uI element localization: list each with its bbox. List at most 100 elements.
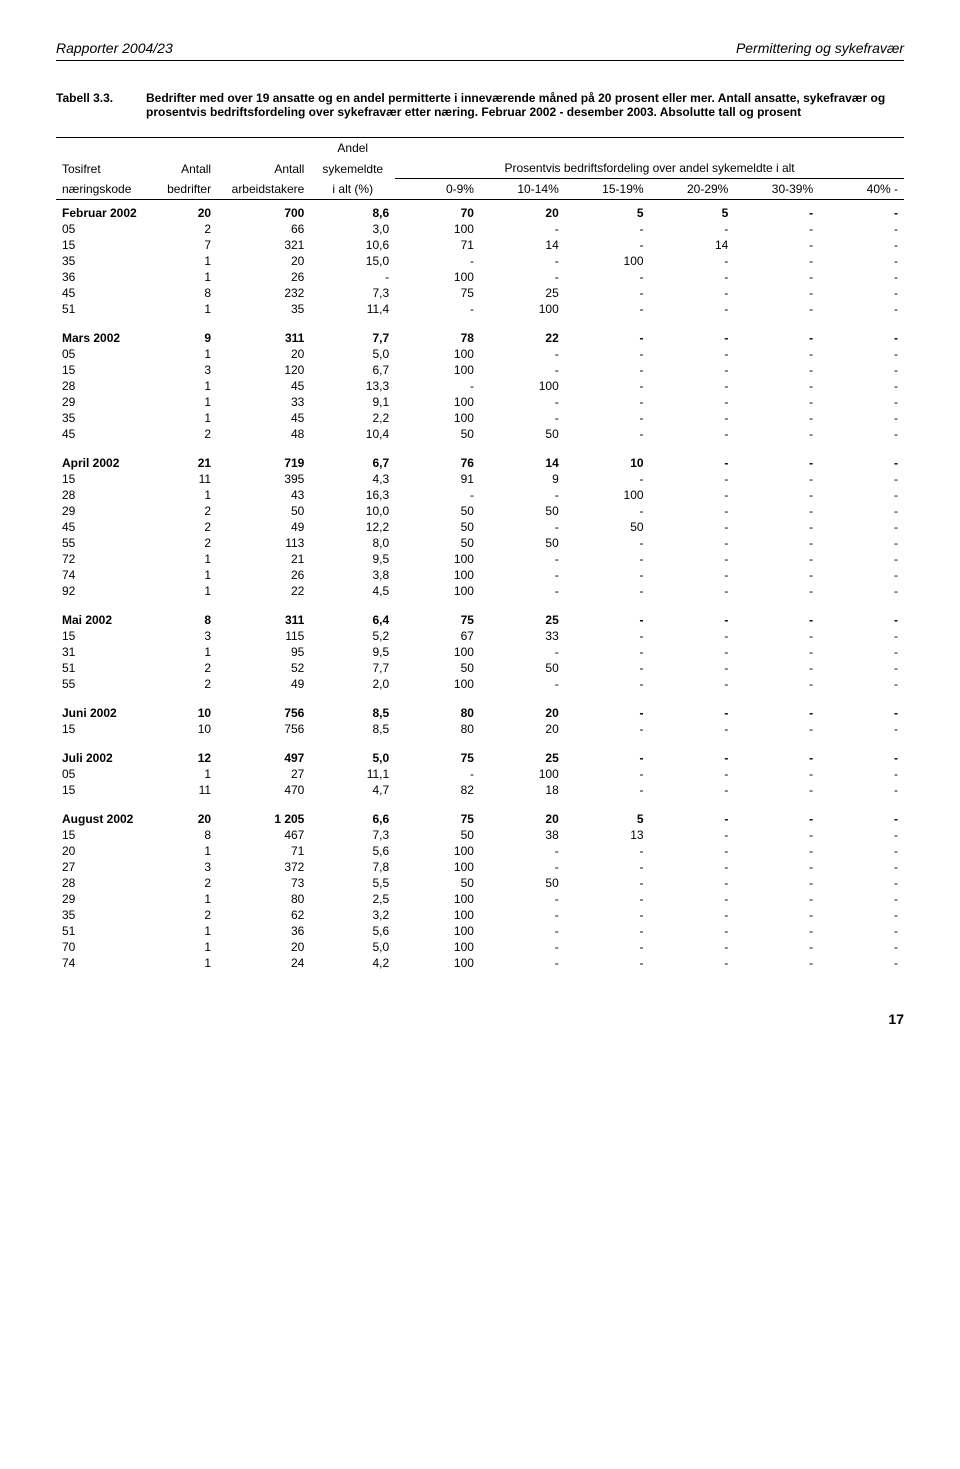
cell: -: [819, 692, 904, 721]
pct-col-0: 0-9%: [395, 179, 480, 200]
section-title: August 2002: [56, 798, 149, 827]
table-row: 15113954,3919----: [56, 471, 904, 487]
cell: 3,2: [310, 907, 395, 923]
cell: 6,7: [310, 442, 395, 471]
cell: 1: [149, 551, 217, 567]
table-row: 511365,6100-----: [56, 923, 904, 939]
cell: -: [565, 237, 650, 253]
cell: -: [565, 891, 650, 907]
cell: -: [734, 410, 819, 426]
table-row: 15732110,67114-14--: [56, 237, 904, 253]
cell: -: [480, 346, 565, 362]
cell: 67: [395, 628, 480, 644]
cell: -: [565, 875, 650, 891]
cell: -: [650, 628, 735, 644]
cell: -: [565, 567, 650, 583]
cell: -: [819, 955, 904, 971]
cell: -: [819, 939, 904, 955]
cell: 78: [395, 317, 480, 346]
cell: -: [819, 583, 904, 599]
col4-top: sykemeldte: [310, 158, 395, 179]
cell: -: [650, 766, 735, 782]
cell: 20: [149, 200, 217, 222]
cell: -: [734, 737, 819, 766]
cell: 3,8: [310, 567, 395, 583]
cell: 6,7: [310, 362, 395, 378]
cell: 100: [565, 487, 650, 503]
cell: 2,5: [310, 891, 395, 907]
cell: -: [565, 859, 650, 875]
cell: 55: [56, 676, 149, 692]
cell: -: [734, 721, 819, 737]
cell: 1: [149, 843, 217, 859]
cell: -: [565, 923, 650, 939]
section-title: Februar 2002: [56, 200, 149, 222]
cell: 14: [480, 442, 565, 471]
cell: -: [565, 644, 650, 660]
table-row: 15107568,58020----: [56, 721, 904, 737]
cell: -: [565, 907, 650, 923]
cell: -: [734, 253, 819, 269]
cell: -: [565, 426, 650, 442]
cell: -: [650, 843, 735, 859]
cell: 8: [149, 285, 217, 301]
cell: 1: [149, 923, 217, 939]
cell: 33: [217, 394, 310, 410]
cell: -: [819, 567, 904, 583]
cell: -: [650, 378, 735, 394]
cell: -: [480, 551, 565, 567]
cell: -: [565, 737, 650, 766]
cell: -: [565, 599, 650, 628]
section-head-row: Mai 200283116,47525----: [56, 599, 904, 628]
cell: -: [734, 939, 819, 955]
cell: 18: [480, 782, 565, 798]
table-row: 051205,0100-----: [56, 346, 904, 362]
cell: -: [395, 378, 480, 394]
cell: 25: [480, 599, 565, 628]
cell: 311: [217, 599, 310, 628]
section-head-row: Juli 2002124975,07525----: [56, 737, 904, 766]
cell: 100: [395, 859, 480, 875]
cell: -: [565, 955, 650, 971]
cell: -: [734, 827, 819, 843]
cell: -: [734, 923, 819, 939]
cell: 11: [149, 471, 217, 487]
cell: 92: [56, 583, 149, 599]
header-left: Rapporter 2004/23: [56, 40, 173, 56]
cell: 70: [56, 939, 149, 955]
cell: 9,1: [310, 394, 395, 410]
cell: -: [650, 221, 735, 237]
section-title: Juli 2002: [56, 737, 149, 766]
col2-bot: bedrifter: [149, 179, 217, 200]
cell: 74: [56, 567, 149, 583]
cell: 2: [149, 535, 217, 551]
cell: 55: [56, 535, 149, 551]
cell: 15: [56, 237, 149, 253]
cell: -: [650, 782, 735, 798]
cell: 20: [149, 798, 217, 827]
table-row: 721219,5100-----: [56, 551, 904, 567]
cell: -: [480, 269, 565, 285]
cell: -: [734, 442, 819, 471]
cell: 24: [217, 955, 310, 971]
cell: 71: [395, 237, 480, 253]
cell: 70: [395, 200, 480, 222]
cell: -: [819, 535, 904, 551]
cell: 80: [395, 692, 480, 721]
cell: 10,0: [310, 503, 395, 519]
cell: -: [565, 285, 650, 301]
cell: -: [734, 535, 819, 551]
cell: -: [395, 253, 480, 269]
cell: -: [480, 955, 565, 971]
cell: -: [819, 301, 904, 317]
cell: 31: [56, 644, 149, 660]
cell: 15: [56, 782, 149, 798]
cell: 50: [217, 503, 310, 519]
section-head-row: Juni 2002107568,58020----: [56, 692, 904, 721]
cell: 51: [56, 301, 149, 317]
cell: 05: [56, 766, 149, 782]
cell: -: [819, 923, 904, 939]
cell: -: [650, 676, 735, 692]
cell: -: [565, 221, 650, 237]
cell: -: [480, 567, 565, 583]
